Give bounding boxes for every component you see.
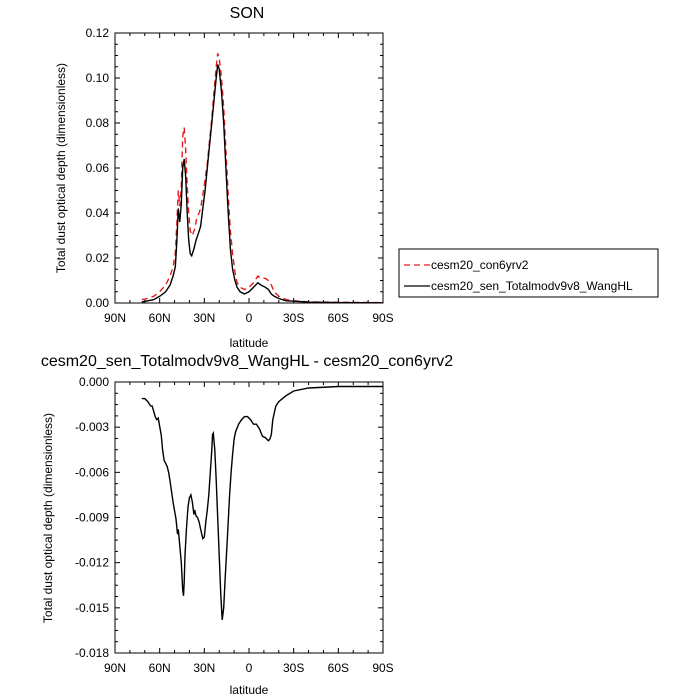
x-tick-label: 60N	[149, 311, 171, 325]
x-tick-label: 30S	[283, 661, 304, 675]
bottom-chart-title: cesm20_sen_Totalmodv9v8_WangHL - cesm20_…	[41, 353, 453, 370]
x-tick-label: 60S	[328, 311, 349, 325]
x-tick-label: 90S	[372, 311, 393, 325]
bottom-ticks-layer: 90N 60N 30N 0 30S 60S 90S 0.000 -0.003 -0.006 -0.0…	[75, 375, 394, 675]
top-x-axis-label: latitude	[230, 336, 269, 350]
top-ticks-layer: 90N 60N 30N 0 30S 60S 90S 0.00 0.02 0.04 0.06 0.08 0…	[86, 26, 394, 325]
bottom-plot-frame	[114, 381, 384, 654]
x-tick-label: 60S	[328, 661, 349, 675]
y-tick-label: 0.00	[86, 296, 110, 310]
y-tick-label: 0.12	[86, 26, 110, 40]
bottom-series-layer	[141, 385, 383, 620]
x-tick-label: 0	[246, 311, 253, 325]
series-line-1-0	[141, 385, 383, 620]
y-tick-label: 0.02	[86, 251, 110, 265]
legend-label-con6yrv2: cesm20_con6yrv2	[431, 258, 529, 272]
y-tick-label: 0.08	[86, 116, 110, 130]
series-line-0-0	[141, 53, 384, 304]
x-tick-label: 90S	[372, 661, 393, 675]
y-tick-label: 0.10	[86, 71, 110, 85]
y-tick-label: -0.018	[75, 646, 109, 660]
bottom-panel: cesm20_sen_Totalmodv9v8_WangHL - cesm20_…	[41, 353, 453, 697]
x-tick-label: 30S	[283, 311, 304, 325]
x-tick-label: 30N	[193, 661, 215, 675]
top-y-axis-label: Total dust optical depth (dimensionless)	[54, 63, 68, 273]
x-tick-label: 90N	[104, 661, 126, 675]
top-panel: SON 90N 60N 30N 0 30S 60S 90S 0.00 0.02 0.04 0.06 0…	[54, 5, 394, 350]
bottom-x-axis-label: latitude	[230, 683, 269, 697]
y-tick-label: 0.06	[86, 161, 110, 175]
y-tick-label: 0.000	[79, 375, 109, 389]
legend-label-wanghl: cesm20_sen_Totalmodv9v8_WangHL	[431, 279, 633, 293]
x-tick-label: 90N	[104, 311, 126, 325]
bottom-y-axis-label: Total dust optical depth (dimensionless)	[41, 413, 55, 623]
y-tick-label: -0.015	[75, 601, 109, 615]
y-tick-label: -0.012	[75, 556, 109, 570]
top-plot-frame	[114, 32, 384, 304]
top-series-layer	[141, 53, 384, 304]
legend: cesm20_con6yrv2 cesm20_sen_Totalmodv9v8_…	[398, 248, 659, 298]
series-line-0-1	[141, 64, 384, 304]
x-tick-label: 30N	[193, 311, 215, 325]
y-tick-label: -0.003	[75, 420, 109, 434]
x-tick-label: 0	[246, 661, 253, 675]
x-tick-label: 60N	[149, 661, 171, 675]
y-tick-label: -0.006	[75, 465, 109, 479]
legend-box	[398, 248, 659, 298]
y-tick-label: 0.04	[86, 206, 110, 220]
y-tick-label: -0.009	[75, 511, 109, 525]
top-chart-title: SON	[230, 5, 265, 22]
